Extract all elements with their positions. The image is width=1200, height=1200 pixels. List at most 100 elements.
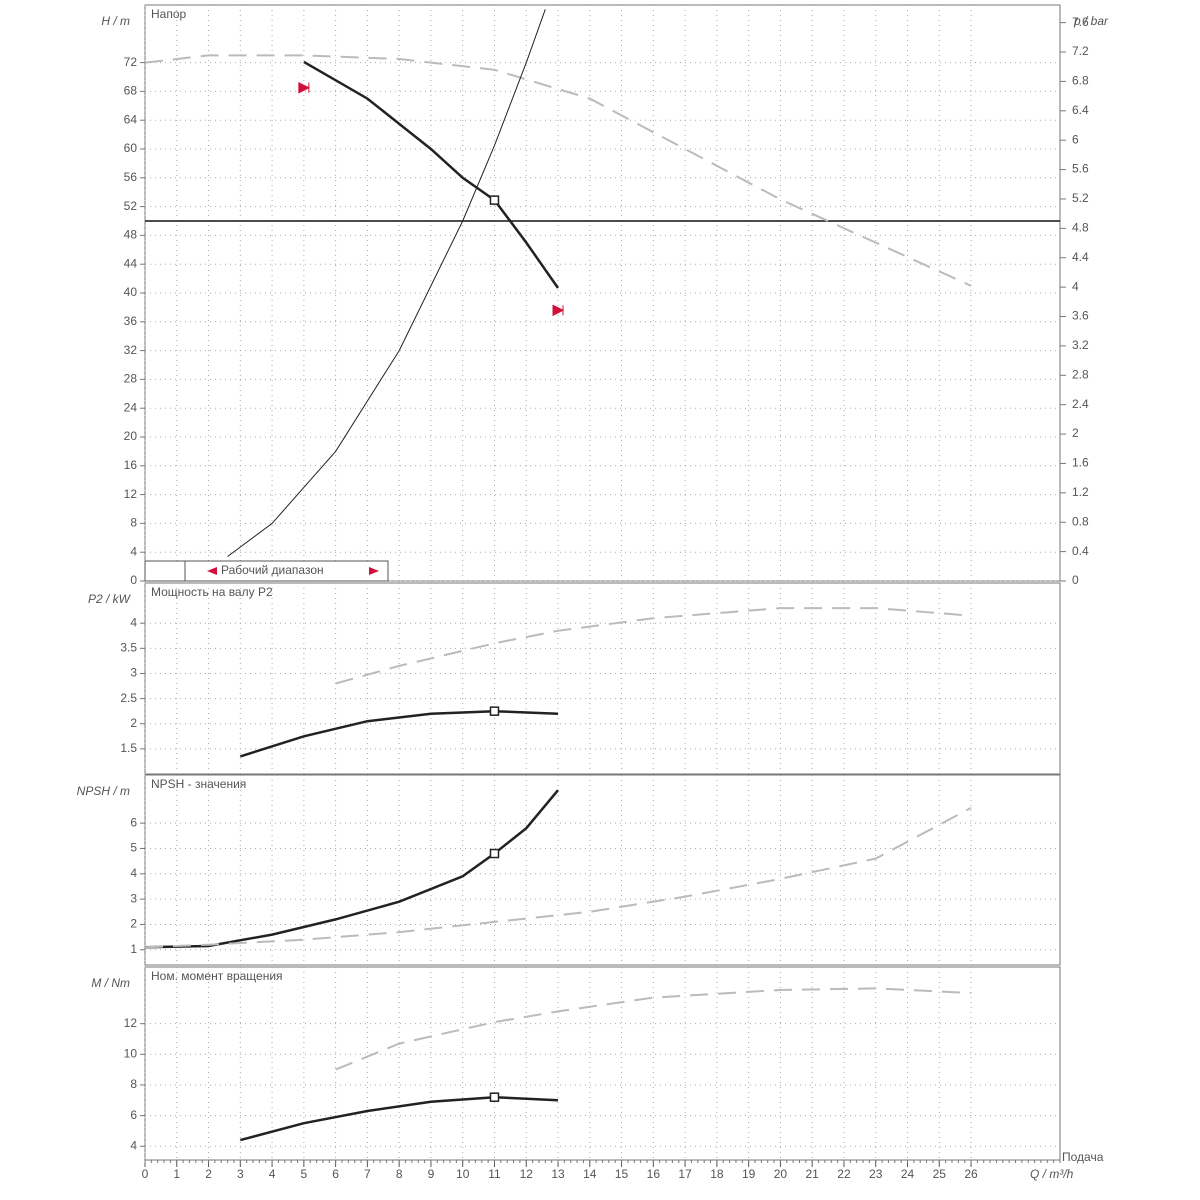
series-line xyxy=(239,1095,559,1142)
x-tick-label: 8 xyxy=(396,1167,403,1181)
x-tick-label: 18 xyxy=(710,1167,724,1181)
y-tick-label: 12 xyxy=(124,487,138,501)
y-tick-label: 8 xyxy=(130,1077,137,1091)
y-tick-label: 2 xyxy=(130,716,137,730)
y2-tick-label: 4.8 xyxy=(1072,221,1089,235)
legend-flag xyxy=(369,567,379,575)
y-tick-label: 4 xyxy=(130,1138,137,1152)
x-tick-label: 0 xyxy=(142,1167,149,1181)
y-tick-label: 2 xyxy=(130,917,137,931)
y-axis-label: P2 / kW xyxy=(88,592,132,606)
y2-tick-label: 5.6 xyxy=(1072,162,1089,176)
panel-frame xyxy=(144,966,1061,1161)
y-tick-label: 4 xyxy=(130,866,137,880)
y-tick-label: 32 xyxy=(124,343,138,357)
series-line xyxy=(144,807,972,949)
x-tick-label: 12 xyxy=(520,1167,534,1181)
y-tick-label: 48 xyxy=(124,228,138,242)
y-tick-label: 1 xyxy=(130,942,137,956)
range-marker xyxy=(552,304,565,317)
y2-tick-label: 1.6 xyxy=(1072,456,1089,470)
y2-tick-label: 2 xyxy=(1072,426,1079,440)
duty-point xyxy=(489,848,500,859)
y-tick-label: 0 xyxy=(130,573,137,587)
y-tick-label: 36 xyxy=(124,314,138,328)
duty-point xyxy=(489,706,500,716)
panel-title: NPSH - значения xyxy=(151,777,246,791)
y-tick-label: 60 xyxy=(124,141,138,155)
y-tick-label: 12 xyxy=(124,1016,138,1030)
y-tick-label: 28 xyxy=(124,372,138,386)
y-tick-label: 4 xyxy=(130,544,137,558)
y-tick-label: 10 xyxy=(124,1046,138,1060)
y-tick-label: 3.5 xyxy=(120,641,137,655)
y2-tick-label: 2.4 xyxy=(1072,397,1089,411)
x-tick-label: 2 xyxy=(205,1167,212,1181)
y2-tick-label: 0.8 xyxy=(1072,514,1089,528)
y-tick-label: 4 xyxy=(130,615,137,629)
y2-tick-label: 4 xyxy=(1072,279,1079,293)
x-tick-label: 21 xyxy=(806,1167,820,1181)
series-line xyxy=(335,607,972,685)
series-line xyxy=(144,789,559,949)
x-tick-label: 25 xyxy=(933,1167,947,1181)
panel-frame xyxy=(144,4,1061,582)
x-tick-label: 6 xyxy=(332,1167,339,1181)
y-tick-label: 40 xyxy=(124,285,138,299)
series-line xyxy=(303,60,560,289)
x-tick-label: 20 xyxy=(774,1167,788,1181)
x-tick-label: 26 xyxy=(964,1167,978,1181)
y2-tick-label: 5.2 xyxy=(1072,191,1089,205)
panel-frame xyxy=(144,774,1061,966)
legend-flag xyxy=(207,567,217,575)
y2-tick-label: 3.2 xyxy=(1072,338,1089,352)
series-line xyxy=(227,9,546,557)
x-tick-label: 17 xyxy=(678,1167,692,1181)
y2-tick-label: 1.2 xyxy=(1072,485,1089,499)
x-tick-label: 4 xyxy=(269,1167,276,1181)
x-tick-label: 10 xyxy=(456,1167,470,1181)
y-tick-label: 8 xyxy=(130,516,137,530)
x-tick-label: 13 xyxy=(551,1167,565,1181)
y-tick-label: 20 xyxy=(124,429,138,443)
x-tick-label: 7 xyxy=(364,1167,371,1181)
y-tick-label: 72 xyxy=(124,55,138,69)
y2-tick-label: 0.4 xyxy=(1072,544,1089,558)
legend-box xyxy=(144,560,389,582)
x-tick-label: 14 xyxy=(583,1167,597,1181)
y-tick-label: 16 xyxy=(124,458,138,472)
y-tick-label: 6 xyxy=(130,1108,137,1122)
y2-tick-label: 4.4 xyxy=(1072,250,1089,264)
series-line xyxy=(239,709,559,758)
y2-tick-label: 6.4 xyxy=(1072,103,1089,117)
y2-tick-label: 7.6 xyxy=(1072,15,1089,29)
y-tick-label: 24 xyxy=(124,400,138,414)
y2-axis-label: p / bar xyxy=(1073,14,1109,28)
panel-title: Напор xyxy=(151,7,187,21)
x-tick-label: 22 xyxy=(837,1167,851,1181)
y2-tick-label: 6 xyxy=(1072,132,1079,146)
y-tick-label: 52 xyxy=(124,199,138,213)
y-tick-label: 44 xyxy=(124,256,138,270)
duty-point xyxy=(489,195,500,205)
panel-title: Мощность на валу P2 xyxy=(151,585,273,599)
x-tick-label: 24 xyxy=(901,1167,915,1181)
x-tick-label: 5 xyxy=(301,1167,308,1181)
y2-tick-label: 0 xyxy=(1072,573,1079,587)
x-tick-label: 15 xyxy=(615,1167,629,1181)
y-tick-label: 3 xyxy=(130,666,137,680)
x-axis-title: Подача xyxy=(1062,1150,1104,1164)
y2-tick-label: 6.8 xyxy=(1072,74,1089,88)
y2-tick-label: 7.2 xyxy=(1072,44,1089,58)
y-axis-label: H / m xyxy=(101,14,130,28)
x-axis-label: Q / m³/h xyxy=(1030,1167,1074,1181)
x-tick-label: 9 xyxy=(428,1167,435,1181)
y2-tick-label: 3.6 xyxy=(1072,309,1089,323)
y-tick-label: 5 xyxy=(130,841,137,855)
panel-title: Ном. момент вращения xyxy=(151,969,283,983)
y-tick-label: 3 xyxy=(130,891,137,905)
x-tick-label: 16 xyxy=(647,1167,661,1181)
x-tick-label: 1 xyxy=(173,1167,180,1181)
y-axis-label: M / Nm xyxy=(91,976,130,990)
